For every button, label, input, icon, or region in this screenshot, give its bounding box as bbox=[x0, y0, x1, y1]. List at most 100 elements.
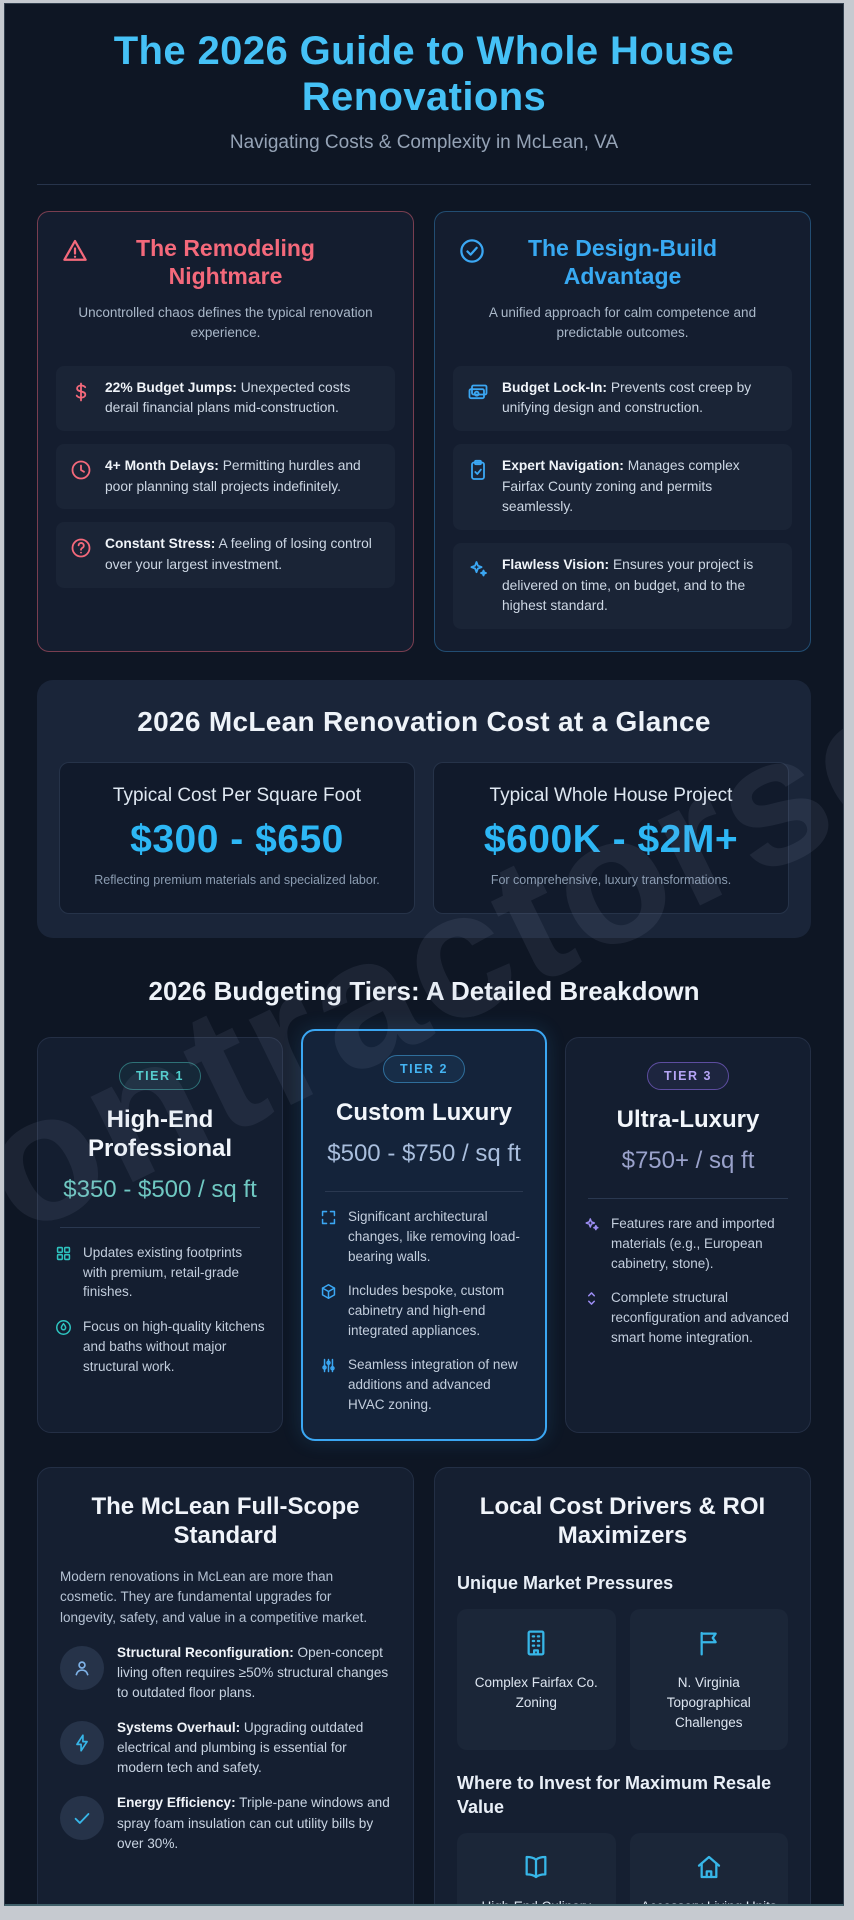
list-item: Structural Reconfiguration: Open-concept… bbox=[60, 1643, 391, 1703]
feature-text: 22% Budget Jumps: Unexpected costs derai… bbox=[105, 379, 351, 416]
glance-title: 2026 McLean Renovation Cost at a Glance bbox=[137, 706, 711, 738]
tile-accessory-units: Accessory Living Units (ALUs) bbox=[629, 1832, 788, 1904]
bullet-text: Complete structural reconfiguration and … bbox=[611, 1290, 789, 1345]
tile-label: N. Virginia Topographical Challenges bbox=[666, 1675, 751, 1730]
stat-label: Typical Cost Per Square Foot bbox=[112, 785, 362, 807]
glance-grid: Typical Cost Per Square Foot $300 - $650… bbox=[59, 762, 789, 915]
drivers-subheading-invest: Where to Invest for Maximum Resale Value bbox=[457, 1773, 772, 1817]
fullscope-card: The McLean Full-Scope Standard Modern re… bbox=[37, 1466, 414, 1904]
divider bbox=[60, 1226, 260, 1228]
tile-culinary-kitchens: High-End Culinary Kitchens bbox=[457, 1832, 616, 1904]
page-title: The 2026 Guide to Whole House Renovation… bbox=[113, 29, 735, 119]
bullet-text: Features rare and imported materials (e.… bbox=[611, 1216, 775, 1271]
drivers-subheading-pressures: Unique Market Pressures bbox=[457, 1573, 674, 1594]
icon-circle bbox=[60, 1645, 104, 1690]
bottom-section: The McLean Full-Scope Standard Modern re… bbox=[37, 1466, 811, 1904]
bullet-text: Significant architectural changes, like … bbox=[348, 1209, 520, 1264]
list-item: Constant Stress: A feeling of losing con… bbox=[56, 522, 395, 588]
nightmare-card-header: The Remodeling Nightmare bbox=[56, 234, 395, 290]
bullet-text: Updates existing footprints with premium… bbox=[83, 1244, 243, 1300]
list-item: 4+ Month Delays: Permitting hurdles and … bbox=[56, 443, 395, 510]
droplet-circle-icon bbox=[54, 1318, 73, 1376]
drivers-card: Local Cost Drivers & ROI Maximizers Uniq… bbox=[434, 1466, 811, 1904]
list-item: Complete structural reconfiguration and … bbox=[582, 1288, 794, 1347]
advantage-card-header: The Design-Build Advantage bbox=[453, 234, 792, 290]
feature-text: Expert Navigation: Manages complex Fairf… bbox=[502, 457, 740, 515]
tile-label: Accessory Living Units (ALUs) bbox=[640, 1897, 779, 1904]
tier2-badge: TIER 2 bbox=[383, 1055, 465, 1084]
list-item: 22% Budget Jumps: Unexpected costs derai… bbox=[56, 365, 395, 431]
list-item: Flawless Vision: Ensures your project is… bbox=[453, 543, 792, 630]
stat-label: Typical Whole House Project bbox=[489, 785, 733, 807]
feature-text: Constant Stress: A feeling of losing con… bbox=[105, 536, 372, 573]
stat-value: $600K - $2M+ bbox=[483, 818, 739, 862]
scope-text: Structural Reconfiguration: Open-concept… bbox=[117, 1644, 389, 1701]
tier1-card: TIER 1 High-End Professional $350 - $500… bbox=[37, 1037, 283, 1433]
sparkles-icon bbox=[582, 1215, 601, 1273]
question-circle-icon bbox=[69, 536, 93, 560]
sparkles-icon bbox=[466, 557, 490, 581]
icon-circle bbox=[60, 1796, 104, 1841]
tile-grid: Complex Fairfax Co. Zoning N. Virginia T… bbox=[457, 1609, 788, 1751]
list-item: Budget Lock-In: Prevents cost creep by u… bbox=[453, 365, 792, 431]
list-item: Includes bespoke, custom cabinetry and h… bbox=[319, 1281, 529, 1340]
advantage-card: The Design-Build Advantage A unified app… bbox=[434, 211, 811, 653]
home-icon bbox=[693, 1851, 725, 1883]
nightmare-subtitle: Uncontrolled chaos defines the typical r… bbox=[78, 305, 373, 341]
comparison-section: The Remodeling Nightmare Uncontrolled ch… bbox=[37, 211, 811, 653]
book-open-icon bbox=[520, 1851, 552, 1883]
tier2-card: TIER 2 Custom Luxury $500 - $750 / sq ft… bbox=[301, 1029, 547, 1441]
divider bbox=[588, 1198, 788, 1200]
tier1-name: High-End Professional bbox=[87, 1106, 233, 1162]
tier1-price: $350 - $500 / sq ft bbox=[63, 1175, 257, 1203]
warning-triangle-icon bbox=[60, 236, 90, 266]
stat-value: $300 - $650 bbox=[130, 818, 344, 862]
grid-icon bbox=[54, 1244, 73, 1302]
tile-label: High-End Culinary Kitchens bbox=[467, 1897, 606, 1904]
list-item: Systems Overhaul: Upgrading outdated ele… bbox=[60, 1718, 391, 1778]
list-item: Energy Efficiency: Triple-pane windows a… bbox=[60, 1793, 391, 1853]
bolt-icon bbox=[71, 1732, 93, 1754]
building-icon bbox=[520, 1627, 552, 1659]
stat-whole-house: Typical Whole House Project $600K - $2M+… bbox=[433, 762, 789, 915]
drivers-title: Local Cost Drivers & ROI Maximizers bbox=[479, 1492, 766, 1549]
list-item: Expert Navigation: Manages complex Fairf… bbox=[453, 443, 792, 531]
flag-icon bbox=[693, 1627, 725, 1659]
clipboard-check-icon bbox=[466, 458, 490, 482]
cost-glance-section: 2026 McLean Renovation Cost at a Glance … bbox=[37, 680, 811, 939]
divider bbox=[325, 1191, 523, 1193]
dollar-icon bbox=[69, 380, 93, 404]
advantage-subtitle: A unified approach for calm competence a… bbox=[488, 305, 757, 341]
scope-text: Energy Efficiency: Triple-pane windows a… bbox=[117, 1795, 390, 1851]
stat-cost-per-sqft: Typical Cost Per Square Foot $300 - $650… bbox=[59, 762, 415, 915]
content: The 2026 Guide to Whole House Renovation… bbox=[5, 4, 843, 1904]
advantage-title: The Design-Build Advantage bbox=[527, 235, 718, 290]
tier3-name: Ultra-Luxury bbox=[616, 1106, 760, 1134]
check-circle-icon bbox=[457, 236, 487, 266]
list-item: Seamless integration of new additions an… bbox=[319, 1355, 529, 1414]
page-subtitle: Navigating Costs & Complexity in McLean,… bbox=[229, 132, 619, 153]
header-divider bbox=[37, 184, 811, 185]
tier3-card: TIER 3 Ultra-Luxury $750+ / sq ft Featur… bbox=[565, 1037, 811, 1433]
list-item: Significant architectural changes, like … bbox=[319, 1207, 529, 1266]
tile-label: Complex Fairfax Co. Zoning bbox=[474, 1675, 598, 1710]
stat-note: For comprehensive, luxury transformation… bbox=[490, 873, 732, 888]
nightmare-card: The Remodeling Nightmare Uncontrolled ch… bbox=[37, 211, 414, 653]
tier1-badge: TIER 1 bbox=[119, 1062, 201, 1091]
stat-note: Reflecting premium materials and special… bbox=[94, 873, 380, 888]
tile-topographical: N. Virginia Topographical Challenges bbox=[629, 1609, 788, 1751]
icon-circle bbox=[60, 1721, 104, 1766]
tiers-title: 2026 Budgeting Tiers: A Detailed Breakdo… bbox=[148, 976, 700, 1007]
bullet-text: Includes bespoke, custom cabinetry and h… bbox=[348, 1283, 505, 1338]
arrows-vertical-icon bbox=[582, 1289, 601, 1347]
clock-icon bbox=[69, 458, 93, 482]
check-icon bbox=[71, 1807, 93, 1829]
header: The 2026 Guide to Whole House Renovation… bbox=[37, 28, 811, 185]
tile-fairfax-zoning: Complex Fairfax Co. Zoning bbox=[457, 1609, 616, 1751]
bullet-text: Focus on high-quality kitchens and baths… bbox=[83, 1319, 265, 1374]
scope-text: Systems Overhaul: Upgrading outdated ele… bbox=[117, 1720, 364, 1776]
list-item: Features rare and imported materials (e.… bbox=[582, 1214, 794, 1273]
cube-icon bbox=[319, 1282, 338, 1340]
infographic: contractorservices The 2026 Guide to Who… bbox=[4, 3, 844, 1906]
fullscope-title: The McLean Full-Scope Standard bbox=[91, 1492, 360, 1549]
